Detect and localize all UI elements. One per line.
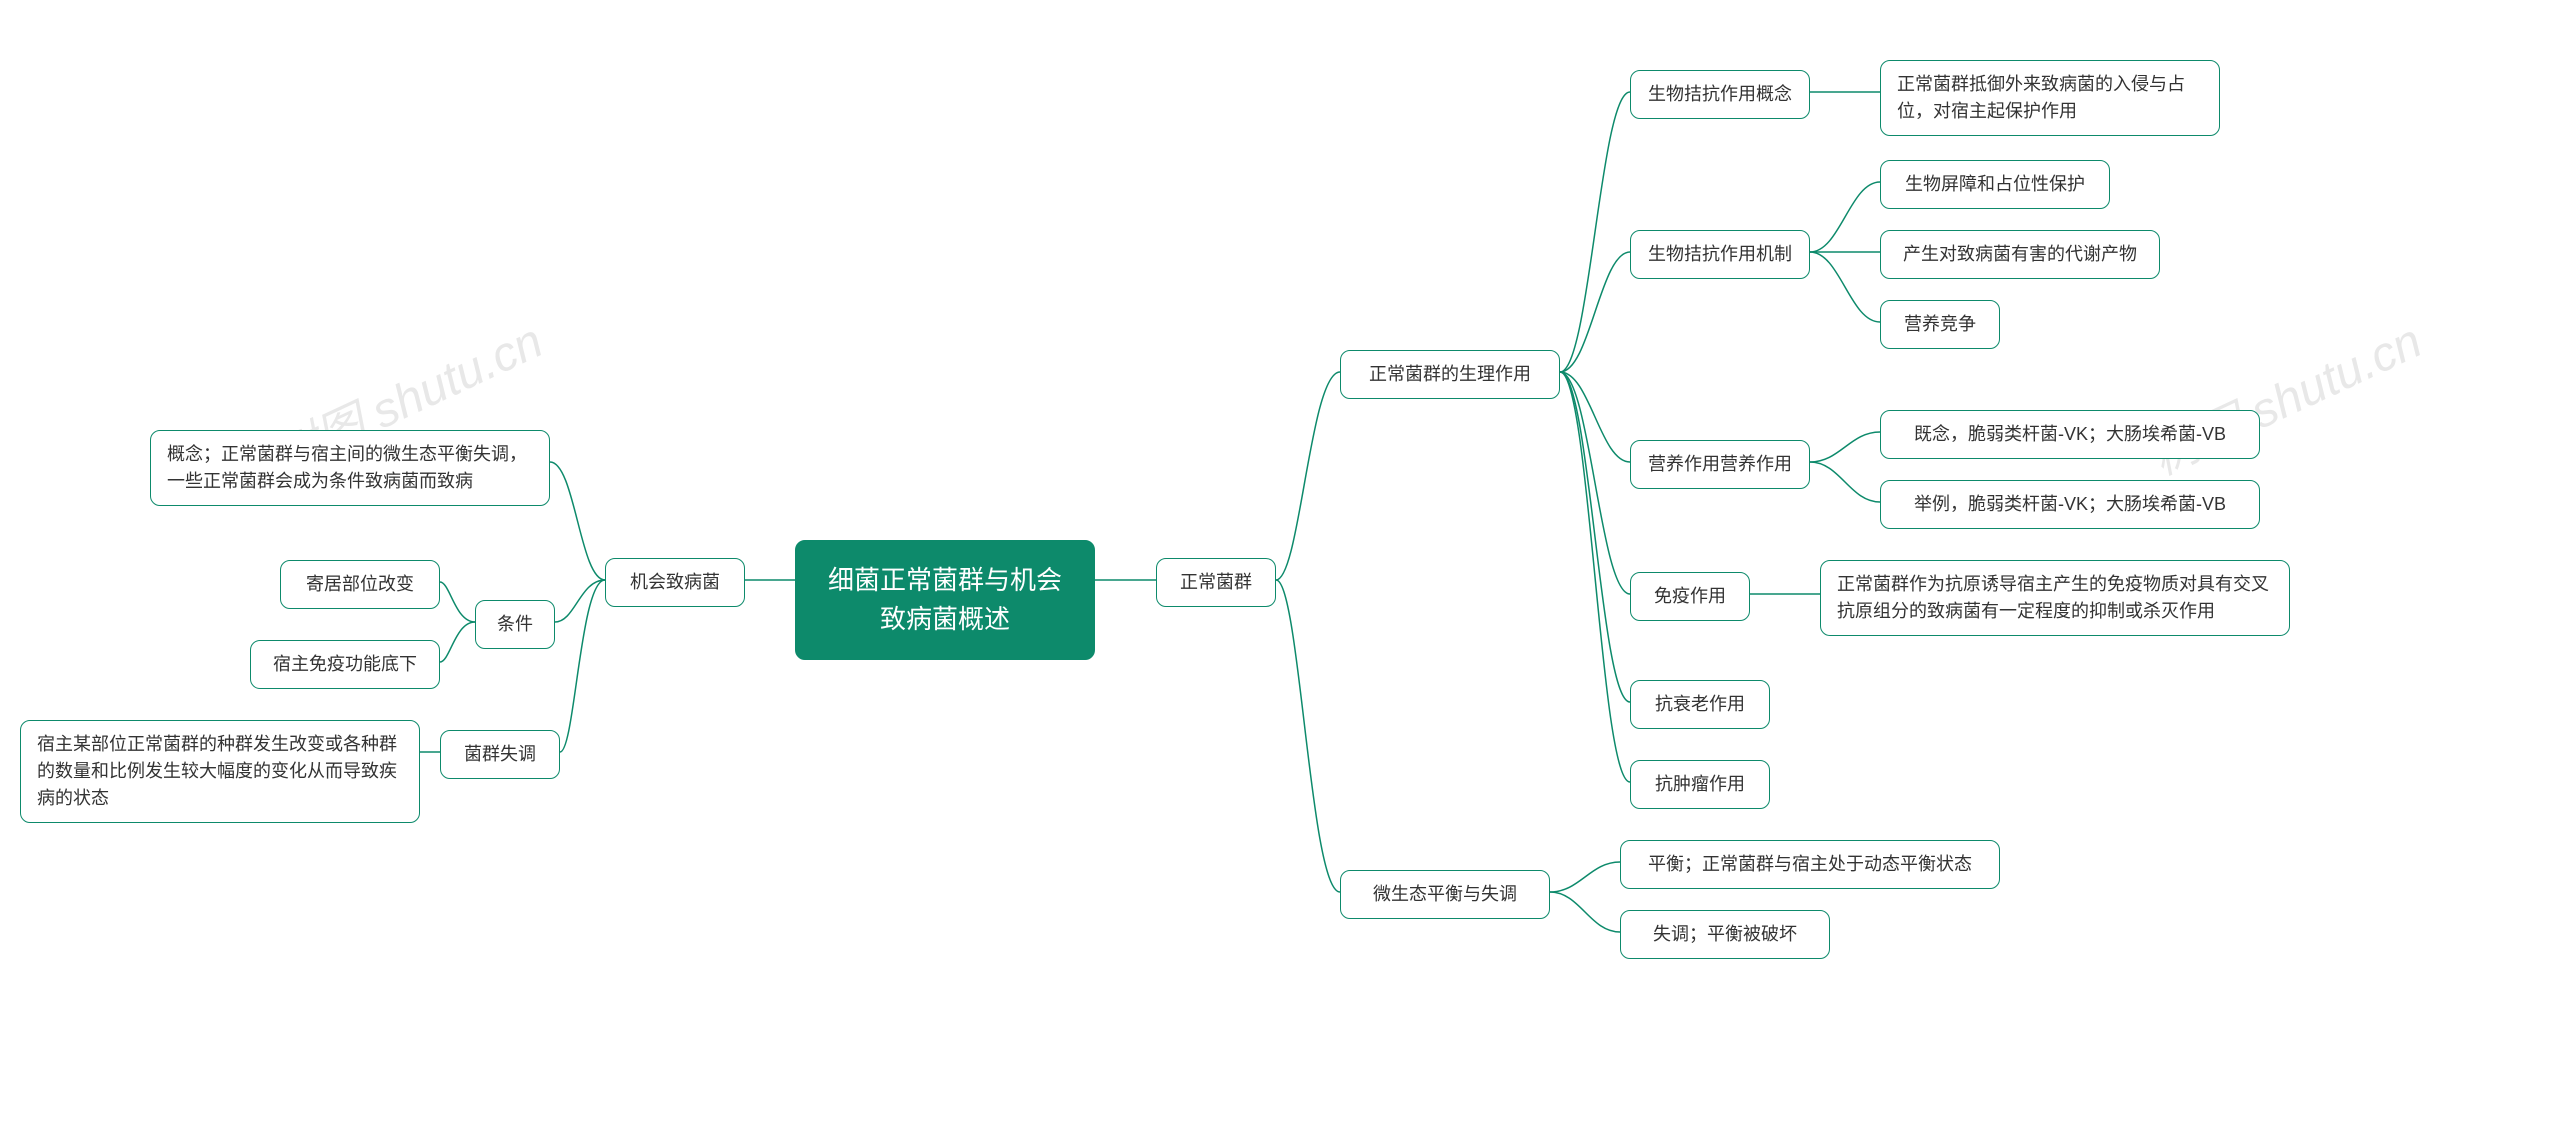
- node-bio-concept-desc[interactable]: 正常菌群抵御外来致病菌的入侵与占位，对宿主起保护作用: [1880, 60, 2220, 136]
- node-opp-dysbiosis[interactable]: 菌群失调: [440, 730, 560, 779]
- node-dysbiosis-desc[interactable]: 宿主某部位正常菌群的种群发生改变或各种群的数量和比例发生较大幅度的变化从而导致疾…: [20, 720, 420, 823]
- node-physio[interactable]: 正常菌群的生理作用: [1340, 350, 1560, 399]
- node-opp-condition[interactable]: 条件: [475, 600, 555, 649]
- node-bio-concept[interactable]: 生物拮抗作用概念: [1630, 70, 1810, 119]
- node-balance-2[interactable]: 失调；平衡被破坏: [1620, 910, 1830, 959]
- node-opp-concept[interactable]: 概念；正常菌群与宿主间的微生态平衡失调，一些正常菌群会成为条件致病菌而致病: [150, 430, 550, 506]
- node-antitumor[interactable]: 抗肿瘤作用: [1630, 760, 1770, 809]
- node-balance[interactable]: 微生态平衡与失调: [1340, 870, 1550, 919]
- watermark-right: 树图 shutu.cn: [2138, 302, 2431, 488]
- node-immune[interactable]: 免疫作用: [1630, 572, 1750, 621]
- node-nutrition-2[interactable]: 举例，脆弱类杆菌-VK；大肠埃希菌-VB: [1880, 480, 2260, 529]
- node-nutrition-1[interactable]: 既念，脆弱类杆菌-VK；大肠埃希菌-VB: [1880, 410, 2260, 459]
- node-bio-mech[interactable]: 生物拮抗作用机制: [1630, 230, 1810, 279]
- node-biomech-2[interactable]: 产生对致病菌有害的代谢产物: [1880, 230, 2160, 279]
- node-balance-1[interactable]: 平衡；正常菌群与宿主处于动态平衡状态: [1620, 840, 2000, 889]
- node-antiage[interactable]: 抗衰老作用: [1630, 680, 1770, 729]
- node-cond-2[interactable]: 宿主免疫功能底下: [250, 640, 440, 689]
- root-node[interactable]: 细菌正常菌群与机会致病菌概述: [795, 540, 1095, 660]
- node-nutrition[interactable]: 营养作用营养作用: [1630, 440, 1810, 489]
- node-cond-1[interactable]: 寄居部位改变: [280, 560, 440, 609]
- node-biomech-1[interactable]: 生物屏障和占位性保护: [1880, 160, 2110, 209]
- node-biomech-3[interactable]: 营养竞争: [1880, 300, 2000, 349]
- node-immune-desc[interactable]: 正常菌群作为抗原诱导宿主产生的免疫物质对具有交叉抗原组分的致病菌有一定程度的抑制…: [1820, 560, 2290, 636]
- node-normal-flora[interactable]: 正常菌群: [1156, 558, 1276, 607]
- node-opportunistic[interactable]: 机会致病菌: [605, 558, 745, 607]
